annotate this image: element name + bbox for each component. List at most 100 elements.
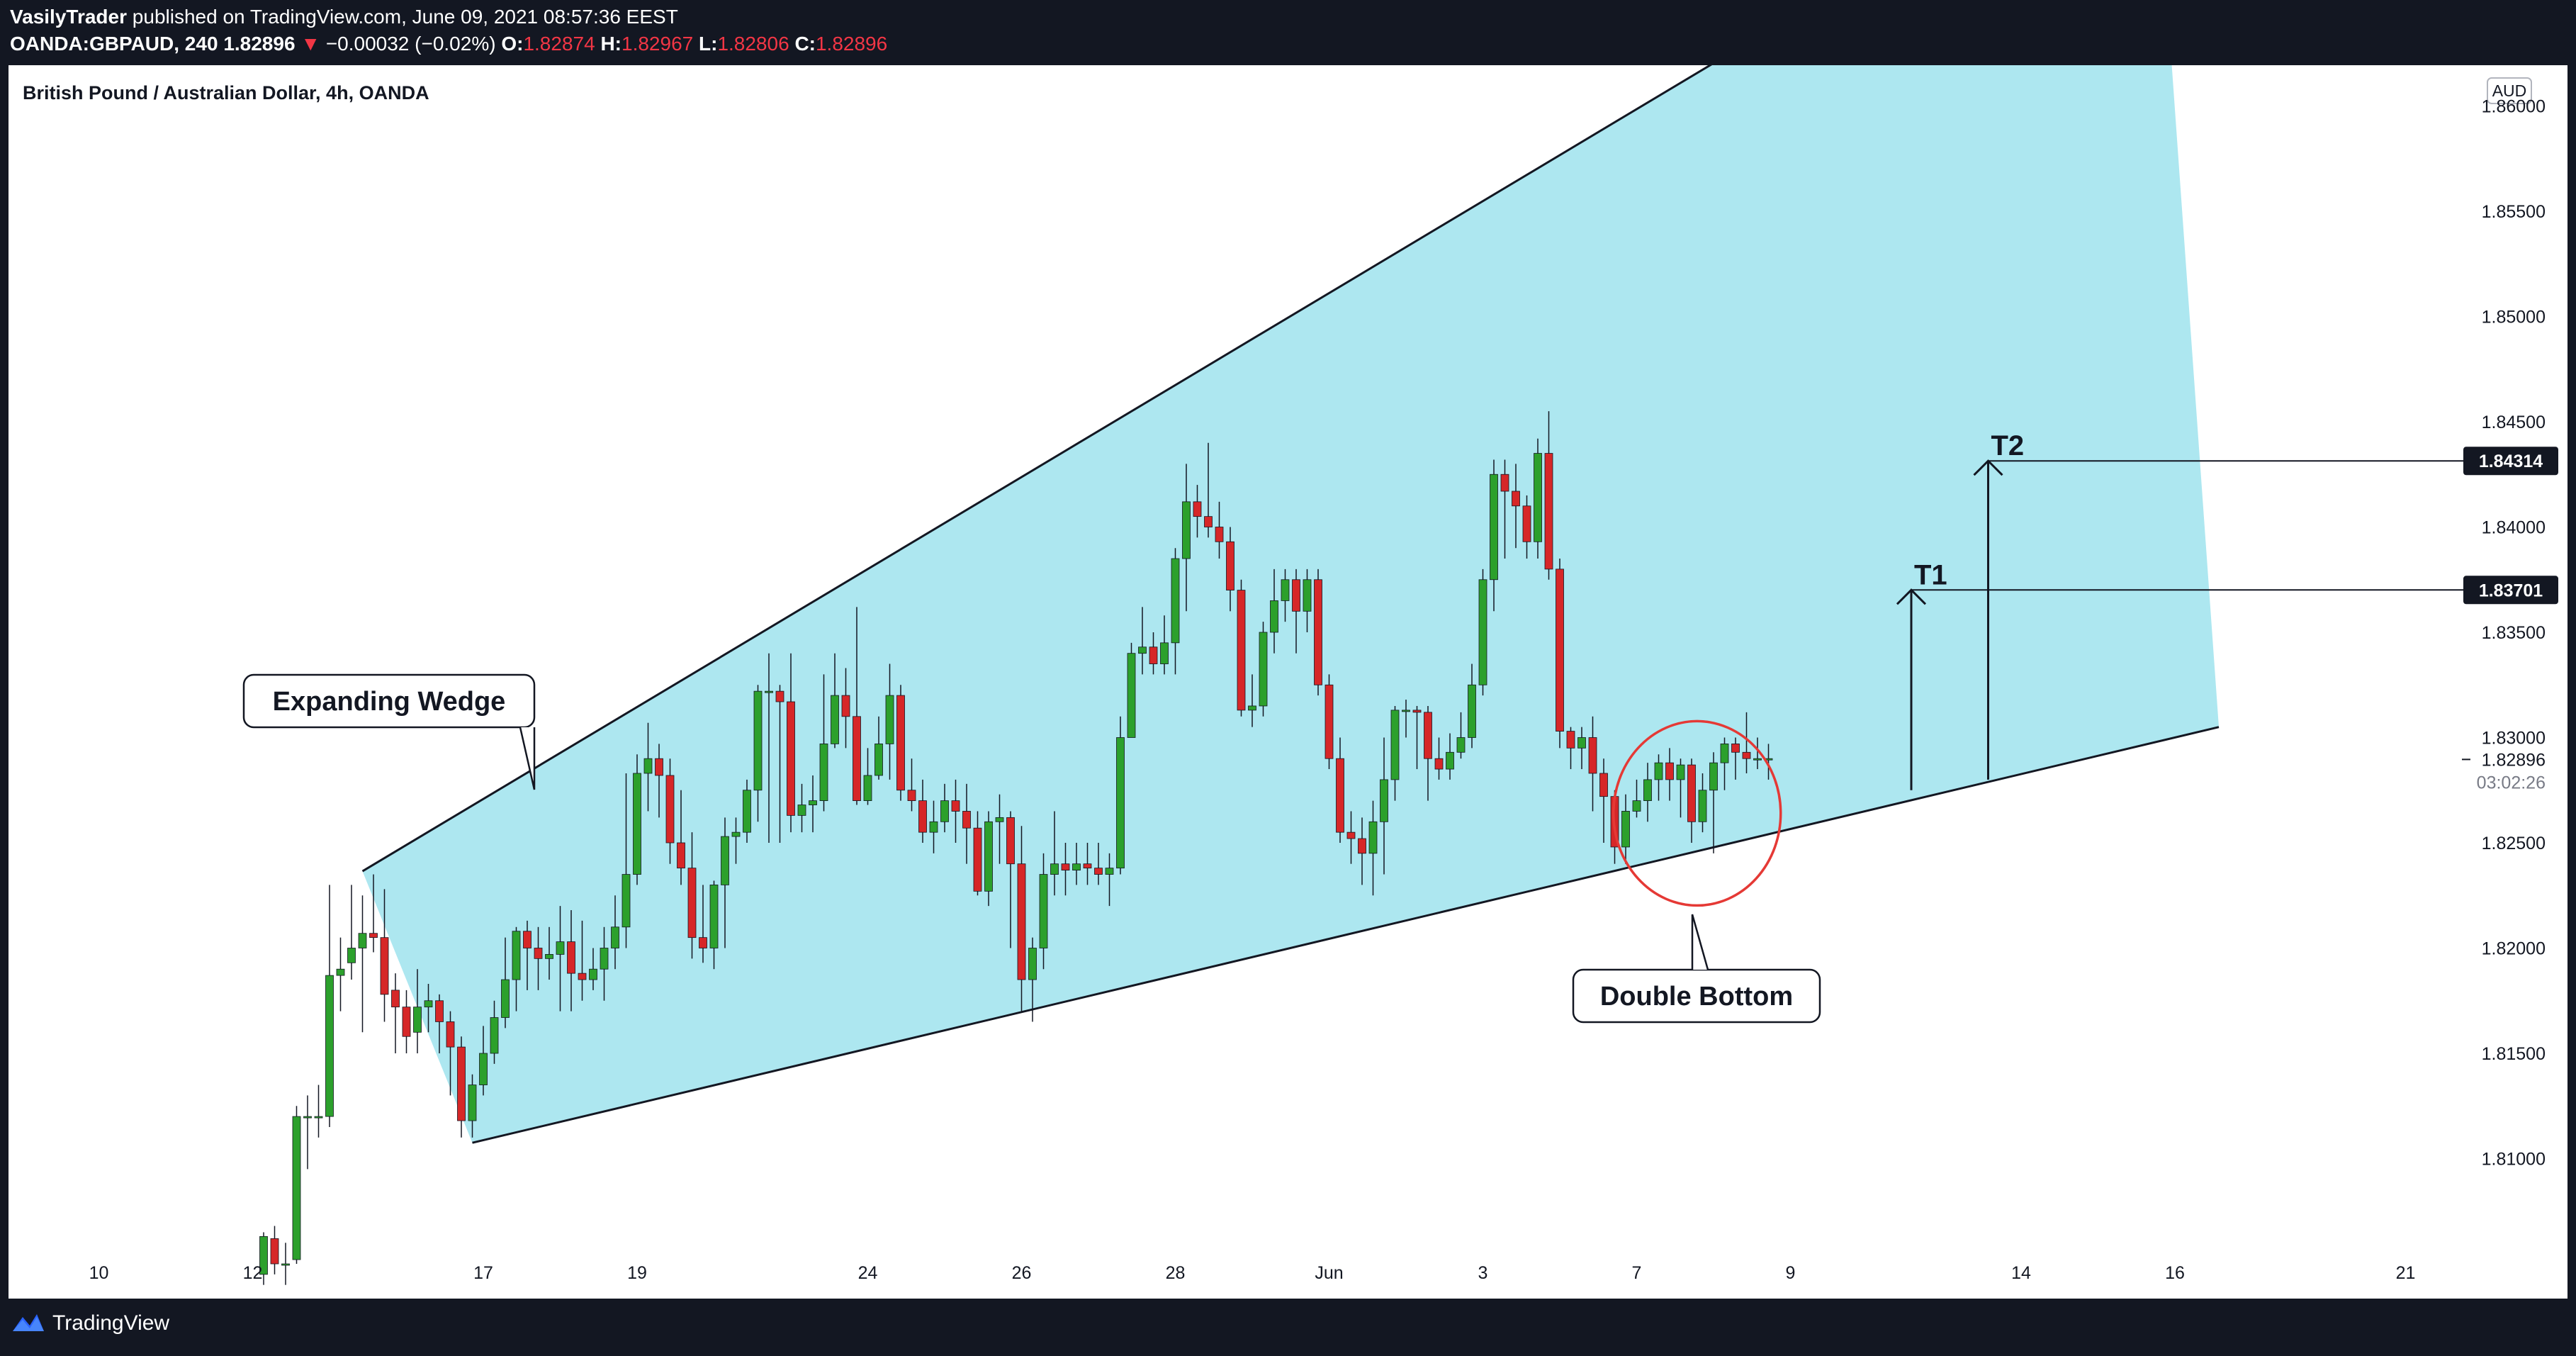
candle-body <box>1424 712 1432 759</box>
candle <box>446 1011 455 1096</box>
candle <box>1402 700 1410 738</box>
candle-body <box>1665 762 1674 780</box>
candle <box>578 920 587 1001</box>
candle <box>973 811 982 896</box>
candle <box>490 1000 499 1064</box>
publish-header: VasilyTrader published on TradingView.co… <box>0 0 2576 64</box>
x-tick-label: 12 <box>243 1263 263 1283</box>
candle-body <box>885 695 894 744</box>
candle-body <box>1621 811 1630 848</box>
candle <box>1314 568 1322 696</box>
candle-body <box>1544 453 1553 570</box>
price-chart[interactable]: T1 T2 Expanding Wedge Double Bottom British… <box>9 0 2567 1299</box>
candle <box>1138 607 1147 675</box>
candle-body <box>1522 505 1531 542</box>
tradingview-logo-icon[interactable] <box>11 1310 45 1334</box>
tradingview-brand[interactable]: TradingView <box>52 1311 170 1335</box>
candle <box>1380 737 1388 875</box>
candle <box>633 754 641 885</box>
candle-body <box>831 695 839 744</box>
candle <box>1665 748 1674 801</box>
candle <box>765 653 773 843</box>
candle <box>468 1074 477 1138</box>
candle-body <box>709 885 719 948</box>
candle-body <box>1072 863 1081 871</box>
y-tick-label: 1.84000 <box>2482 518 2546 538</box>
candle <box>643 722 653 812</box>
last-price: 1.82896 <box>223 33 296 55</box>
candle <box>369 874 378 953</box>
candle <box>1512 464 1520 549</box>
candle <box>567 910 575 1012</box>
candle-body <box>1687 764 1696 822</box>
candle <box>1127 642 1136 738</box>
candle <box>303 1095 312 1170</box>
candle <box>457 1036 466 1138</box>
candle-body <box>512 931 521 980</box>
candle-body <box>1698 790 1707 822</box>
candle-body <box>721 836 729 885</box>
candle-body <box>1512 491 1520 507</box>
candle-body <box>731 831 741 837</box>
candle <box>1358 817 1366 885</box>
wedge-upper-line <box>361 0 1821 873</box>
candle <box>929 800 938 853</box>
x-tick-label: 14 <box>2011 1263 2031 1283</box>
candle-body <box>1127 653 1136 738</box>
candle-body <box>1160 642 1169 664</box>
candle-body <box>281 1263 290 1266</box>
candle-body <box>1731 744 1740 753</box>
x-tick-label: 3 <box>1478 1263 1488 1283</box>
candle <box>984 811 993 907</box>
axis-price-badge: 1.83701 <box>2463 576 2558 605</box>
candle <box>1446 733 1454 780</box>
chart-title: British Pound / Australian Dollar, 4h, O… <box>23 82 429 103</box>
candle-body <box>984 821 993 892</box>
candle <box>1588 716 1597 812</box>
x-tick-label: 24 <box>858 1263 878 1283</box>
candle-body <box>1632 800 1641 812</box>
candle-body <box>1138 646 1147 654</box>
x-tick-label: Jun <box>1315 1263 1343 1283</box>
candle <box>1292 568 1300 654</box>
candle <box>1346 811 1356 864</box>
candle-body <box>1346 831 1356 839</box>
candle-body <box>1720 744 1729 763</box>
candle <box>841 668 850 749</box>
candle <box>589 948 597 990</box>
y-tick-label: 1.81500 <box>2482 1044 2546 1064</box>
candle-body <box>1039 874 1048 948</box>
candle-body <box>424 1000 433 1008</box>
candle <box>1303 568 1312 632</box>
candle <box>995 794 1004 864</box>
candle <box>1632 779 1641 818</box>
publish-line: VasilyTrader published on TradingView.co… <box>10 6 678 28</box>
price-change: −0.00032 (−0.02%) <box>325 33 496 55</box>
candle-body <box>973 827 982 892</box>
candle <box>336 937 345 1012</box>
candle-body <box>1588 737 1597 774</box>
candle <box>347 885 356 980</box>
candle <box>1720 737 1729 790</box>
candle <box>1742 712 1751 773</box>
candle <box>775 685 784 843</box>
close-value: 1.82896 <box>815 33 888 55</box>
candle-body <box>1050 863 1059 875</box>
wedge-lower-line <box>472 726 2220 1144</box>
author-name[interactable]: VasilyTrader <box>10 6 128 28</box>
axis-price-badge: 1.84314 <box>2463 447 2558 476</box>
candle-body <box>1028 948 1037 980</box>
candle-body <box>347 948 356 963</box>
high-value: 1.82967 <box>621 33 694 55</box>
currency-badge[interactable]: AUD <box>2487 77 2532 104</box>
candle <box>1643 763 1652 822</box>
y-tick-label: 1.82500 <box>2482 834 2546 853</box>
candle-body <box>677 842 685 869</box>
candle <box>259 1232 268 1285</box>
candle-body <box>1566 731 1575 749</box>
candle-body <box>336 968 345 976</box>
chart-area[interactable]: T1 T2 Expanding Wedge Double Bottom British… <box>9 0 2567 1299</box>
candle <box>1237 579 1246 717</box>
candle-body <box>600 948 609 970</box>
candle-body <box>1259 632 1268 707</box>
